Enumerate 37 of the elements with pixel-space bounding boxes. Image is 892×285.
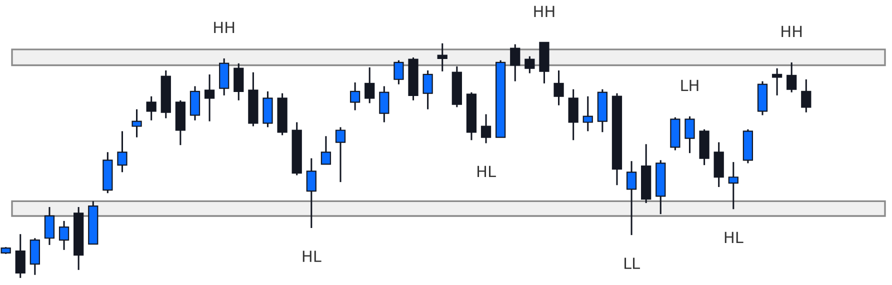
annotation: HH [214, 22, 234, 34]
candlestick [510, 44, 520, 82]
annotation: HH [782, 26, 802, 38]
candlestick [394, 60, 404, 86]
annotation: HL [478, 166, 496, 178]
annotation: LH [681, 80, 698, 91]
candlestick [335, 126, 346, 183]
candlestick [582, 96, 593, 132]
candlestick [350, 82, 360, 111]
candlestick [320, 135, 332, 165]
candlestick [801, 78, 812, 114]
candlestick [234, 62, 244, 102]
candlestick [728, 161, 738, 210]
candlestick [480, 113, 492, 144]
annotation: LL [624, 258, 640, 269]
candlestick [44, 206, 55, 246]
candlestick [204, 74, 215, 122]
candlestick [437, 42, 448, 72]
candlestick [15, 233, 26, 279]
candlestick [626, 160, 637, 236]
candlestick [132, 108, 142, 138]
candlestick [379, 85, 390, 124]
annotation: HL [302, 250, 322, 262]
candlestick [58, 220, 70, 251]
annotation: HH [534, 6, 554, 17]
candlestick [524, 56, 535, 74]
candlestick [306, 158, 316, 229]
candlestick [684, 116, 695, 154]
candlestick [422, 70, 433, 110]
annotation: HL [724, 232, 744, 243]
candlestick [786, 62, 797, 94]
candlestick [554, 70, 564, 106]
candlestick [772, 68, 782, 96]
candlestick [117, 130, 128, 173]
candlestick [190, 85, 200, 122]
candlestick [146, 96, 156, 122]
candlestick [364, 66, 375, 104]
